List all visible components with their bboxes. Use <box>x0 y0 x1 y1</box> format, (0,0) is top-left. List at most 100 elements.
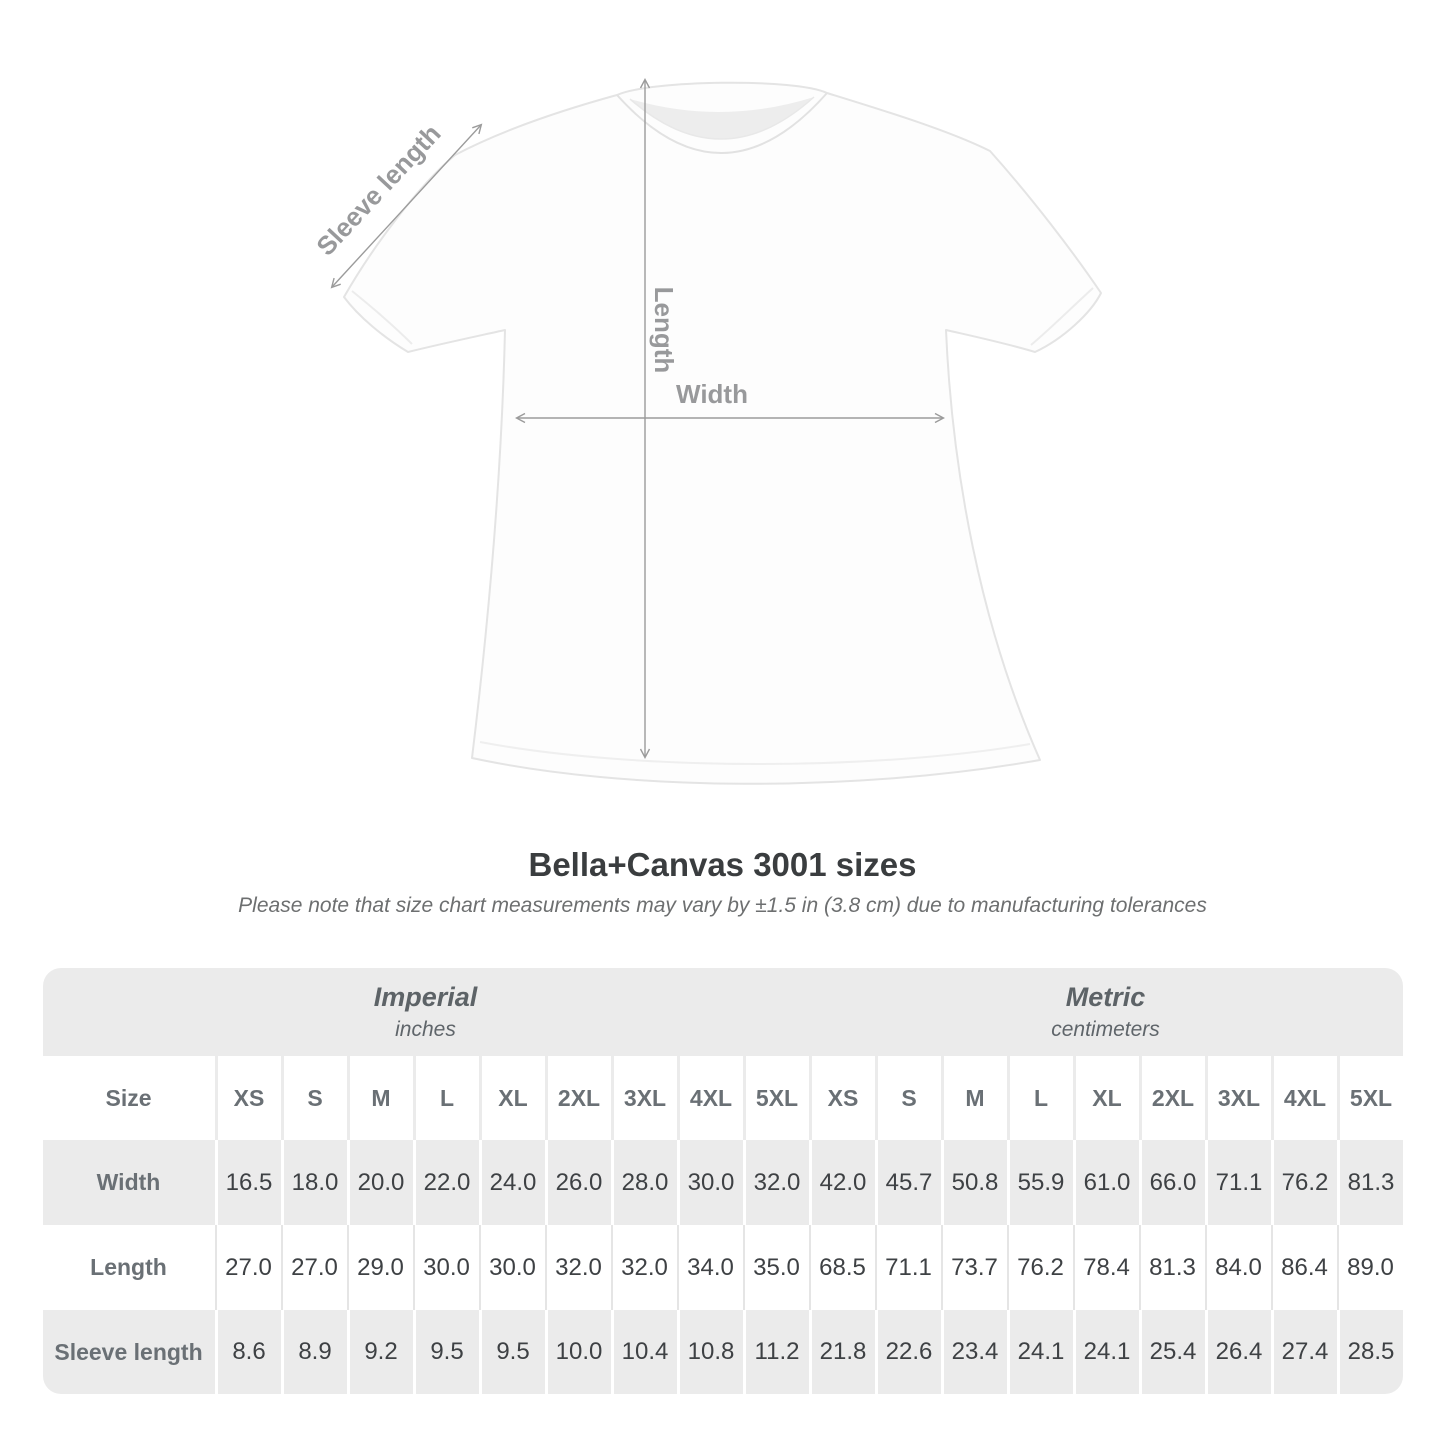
table-cell: 9.5 <box>478 1310 545 1394</box>
table-cell: 61.0 <box>1072 1140 1139 1225</box>
table-cell: 45.7 <box>874 1140 941 1225</box>
table-cell: 28.5 <box>1336 1310 1403 1394</box>
table-cell: 24.1 <box>1072 1310 1139 1394</box>
table-cell: 84.0 <box>1204 1225 1271 1310</box>
size-header-metric-5xl: 5XL <box>1336 1056 1403 1140</box>
table-cell: 27.0 <box>214 1225 281 1310</box>
table-cell: 9.5 <box>412 1310 479 1394</box>
size-tolerance-note: Please note that size chart measurements… <box>238 894 1207 917</box>
table-cell: 81.3 <box>1138 1225 1205 1310</box>
table-cell: 25.4 <box>1138 1310 1205 1394</box>
table-cell: 42.0 <box>808 1140 875 1225</box>
size-header-metric-xs: XS <box>808 1056 875 1140</box>
table-cell: 27.4 <box>1270 1310 1337 1394</box>
table-cell: 76.2 <box>1006 1225 1073 1310</box>
table-cell: 18.0 <box>280 1140 347 1225</box>
tshirt-measurement-diagram: Sleeve length Length Width <box>310 78 1102 785</box>
table-cell: 8.9 <box>280 1310 347 1394</box>
table-cell: 32.0 <box>544 1225 611 1310</box>
tshirt-image <box>343 81 1102 785</box>
width-label: Width <box>676 379 748 409</box>
imperial-label: Imperial <box>373 982 478 1012</box>
size-chart-table: Imperial inches Metric centimeters Size … <box>42 968 1403 1394</box>
length-label: Length <box>649 287 679 374</box>
table-cell: 28.0 <box>610 1140 677 1225</box>
metric-label: Metric <box>1065 982 1146 1012</box>
table-cell: 34.0 <box>676 1225 743 1310</box>
size-header-imperial-3xl: 3XL <box>610 1056 677 1140</box>
size-header-imperial-5xl: 5XL <box>742 1056 809 1140</box>
size-header-metric-4xl: 4XL <box>1270 1056 1337 1140</box>
tshirt-right-cuff-seam <box>1030 287 1094 346</box>
table-cell: 76.2 <box>1270 1140 1337 1225</box>
size-header-imperial-2xl: 2XL <box>544 1056 611 1140</box>
size-header-imperial-m: M <box>346 1056 413 1140</box>
metric-unit-label: centimeters <box>1051 1018 1160 1041</box>
table-cell: 71.1 <box>1204 1140 1271 1225</box>
table-cell: 10.4 <box>610 1310 677 1394</box>
size-column-header: Size <box>105 1084 152 1111</box>
size-header-metric-xl: XL <box>1072 1056 1139 1140</box>
imperial-section-header: Imperial inches <box>43 968 809 1056</box>
table-cell: 73.7 <box>940 1225 1007 1310</box>
table-cell: 10.0 <box>544 1310 611 1394</box>
tshirt-diagram-section: Sleeve length Length Width <box>310 78 1102 785</box>
table-cell: 24.0 <box>478 1140 545 1225</box>
table-cell: 30.0 <box>412 1225 479 1310</box>
size-header-imperial-xl: XL <box>478 1056 545 1140</box>
size-header-metric-3xl: 3XL <box>1204 1056 1271 1140</box>
tshirt-left-cuff-seam <box>351 290 413 345</box>
table-cell: 10.8 <box>676 1310 743 1394</box>
table-cell: 55.9 <box>1006 1140 1073 1225</box>
table-cell: 66.0 <box>1138 1140 1205 1225</box>
tshirt-body <box>343 81 1102 785</box>
table-cell: 35.0 <box>742 1225 809 1310</box>
table-cell: 11.2 <box>742 1310 809 1394</box>
imperial-unit-label: inches <box>395 1018 456 1041</box>
table-cell: 9.2 <box>346 1310 413 1394</box>
table-cell: 24.1 <box>1006 1310 1073 1394</box>
table-cell: 30.0 <box>478 1225 545 1310</box>
table-cell: 22.0 <box>412 1140 479 1225</box>
size-header-imperial-4xl: 4XL <box>676 1056 743 1140</box>
table-cell: 21.8 <box>808 1310 875 1394</box>
table-cell: 22.6 <box>874 1310 941 1394</box>
size-header-row: Size XS S M L XL 2XL 3XL 4XL 5XL XS S M … <box>42 1056 1403 1140</box>
table-cell: 71.1 <box>874 1225 941 1310</box>
table-cell: 29.0 <box>346 1225 413 1310</box>
table-row-width: Width 16.5 18.0 20.0 22.0 24.0 26.0 28.0… <box>42 1140 1403 1225</box>
size-header-imperial-s: S <box>280 1056 347 1140</box>
size-header-imperial-l: L <box>412 1056 479 1140</box>
tshirt-hem-seam <box>479 741 1031 765</box>
table-cell: 20.0 <box>346 1140 413 1225</box>
size-header-metric-s: S <box>874 1056 941 1140</box>
row-label-length: Length <box>90 1254 167 1280</box>
metric-section-header: Metric centimeters <box>809 968 1403 1056</box>
table-cell: 26.4 <box>1204 1310 1271 1394</box>
table-cell: 78.4 <box>1072 1225 1139 1310</box>
sleeve-length-arrow <box>330 123 483 289</box>
row-label-sleeve-length: Sleeve length <box>54 1338 203 1365</box>
table-cell: 23.4 <box>940 1310 1007 1394</box>
table-cell: 32.0 <box>742 1140 809 1225</box>
table-cell: 8.6 <box>214 1310 281 1394</box>
page-title: Bella+Canvas 3001 sizes <box>528 846 917 883</box>
table-cell: 50.8 <box>940 1140 1007 1225</box>
table-cell: 30.0 <box>676 1140 743 1225</box>
size-header-metric-m: M <box>940 1056 1007 1140</box>
table-cell: 16.5 <box>214 1140 281 1225</box>
table-cell: 32.0 <box>610 1225 677 1310</box>
table-cell: 26.0 <box>544 1140 611 1225</box>
table-cell: 27.0 <box>280 1225 347 1310</box>
size-header-metric-2xl: 2XL <box>1138 1056 1205 1140</box>
table-cell: 89.0 <box>1336 1225 1403 1310</box>
table-row-length: Length 27.0 27.0 29.0 30.0 30.0 32.0 32.… <box>42 1225 1403 1310</box>
width-measure: Width <box>515 379 945 424</box>
size-header-metric-l: L <box>1006 1056 1073 1140</box>
unit-section-band: Imperial inches Metric centimeters <box>42 968 1403 1056</box>
tshirt-collar-inner-seam <box>629 96 815 140</box>
table-row-sleeve-length: Sleeve length 8.6 8.9 9.2 9.5 9.5 10.0 1… <box>42 1310 1403 1394</box>
table-cell: 68.5 <box>808 1225 875 1310</box>
table-cell: 86.4 <box>1270 1225 1337 1310</box>
